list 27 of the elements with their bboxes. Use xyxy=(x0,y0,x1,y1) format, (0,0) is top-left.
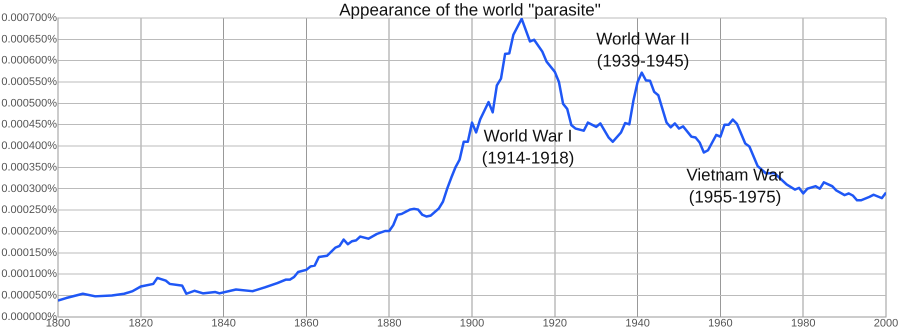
x-tick-label: 1940 xyxy=(625,317,650,330)
x-tick-label: 1860 xyxy=(294,317,319,330)
annotation: World War II (1939-1945) xyxy=(596,30,690,71)
y-tick-label: 0.000300% xyxy=(1,182,58,195)
y-tick-label: 0.000700% xyxy=(1,12,58,24)
y-tick-label: 0.000600% xyxy=(1,54,58,67)
x-tick-label: 1920 xyxy=(542,317,568,330)
x-tick-label: 1820 xyxy=(128,317,154,330)
y-tick-label: 0.000200% xyxy=(1,225,58,238)
x-tick-label: 1900 xyxy=(460,317,484,330)
x-tick-label: 2000 xyxy=(874,317,898,330)
y-tick-label: 0.000350% xyxy=(1,161,58,174)
x-tick-label: 1840 xyxy=(211,317,236,330)
annotation: World War I (1914-1918) xyxy=(482,126,574,168)
y-tick-label: 0.000250% xyxy=(1,204,58,216)
y-tick-label: 0.000100% xyxy=(1,268,58,280)
y-tick-label: 0.000150% xyxy=(1,246,58,259)
x-tick-label: 1960 xyxy=(708,317,733,330)
y-tick-label: 0.000400% xyxy=(1,140,58,152)
y-tick-label: 0.000050% xyxy=(1,289,58,302)
y-tick-label: 0.000450% xyxy=(1,118,58,131)
chart-title: Appearance of the world "parasite" xyxy=(339,0,601,20)
x-tick-label: 1980 xyxy=(790,317,816,330)
x-tick-label: 1880 xyxy=(376,317,402,330)
y-tick-label: 0.000650% xyxy=(1,33,58,46)
y-tick-label: 0.000500% xyxy=(1,97,58,110)
y-tick-label: 0.000550% xyxy=(1,76,58,88)
